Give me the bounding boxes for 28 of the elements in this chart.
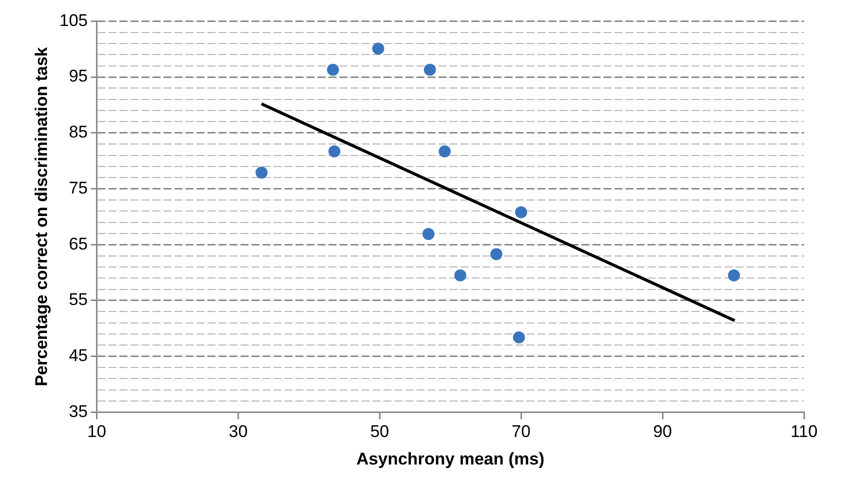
y-axis-title: Percentage correct on discrimination task <box>32 46 51 386</box>
y-tick-label: 95 <box>68 66 88 86</box>
y-tick-label: 105 <box>59 10 88 30</box>
x-tick-label: 10 <box>87 422 106 442</box>
x-tick-label: 50 <box>370 422 390 442</box>
y-tick-label: 65 <box>68 234 88 254</box>
point <box>328 145 340 158</box>
point <box>256 166 268 179</box>
x-tick-label: 110 <box>790 422 818 442</box>
x-tick-label: 70 <box>512 422 531 442</box>
x-axis-title: Asynchrony mean (ms) <box>356 449 544 468</box>
point <box>728 269 740 282</box>
point <box>490 248 502 260</box>
y-tick-label: 45 <box>68 346 88 366</box>
x-tick-label: 90 <box>653 422 672 442</box>
point <box>424 64 436 76</box>
y-tick-label: 85 <box>68 122 88 142</box>
point <box>326 64 339 76</box>
point <box>454 269 466 282</box>
point <box>422 228 434 240</box>
y-tick-label: 75 <box>68 178 88 198</box>
y-tick-label: 55 <box>68 290 88 310</box>
x-tick-label: 30 <box>228 422 248 442</box>
point <box>372 42 384 55</box>
point <box>515 206 528 218</box>
point <box>438 145 451 158</box>
y-tick-label: 35 <box>68 402 88 421</box>
point <box>512 331 525 344</box>
